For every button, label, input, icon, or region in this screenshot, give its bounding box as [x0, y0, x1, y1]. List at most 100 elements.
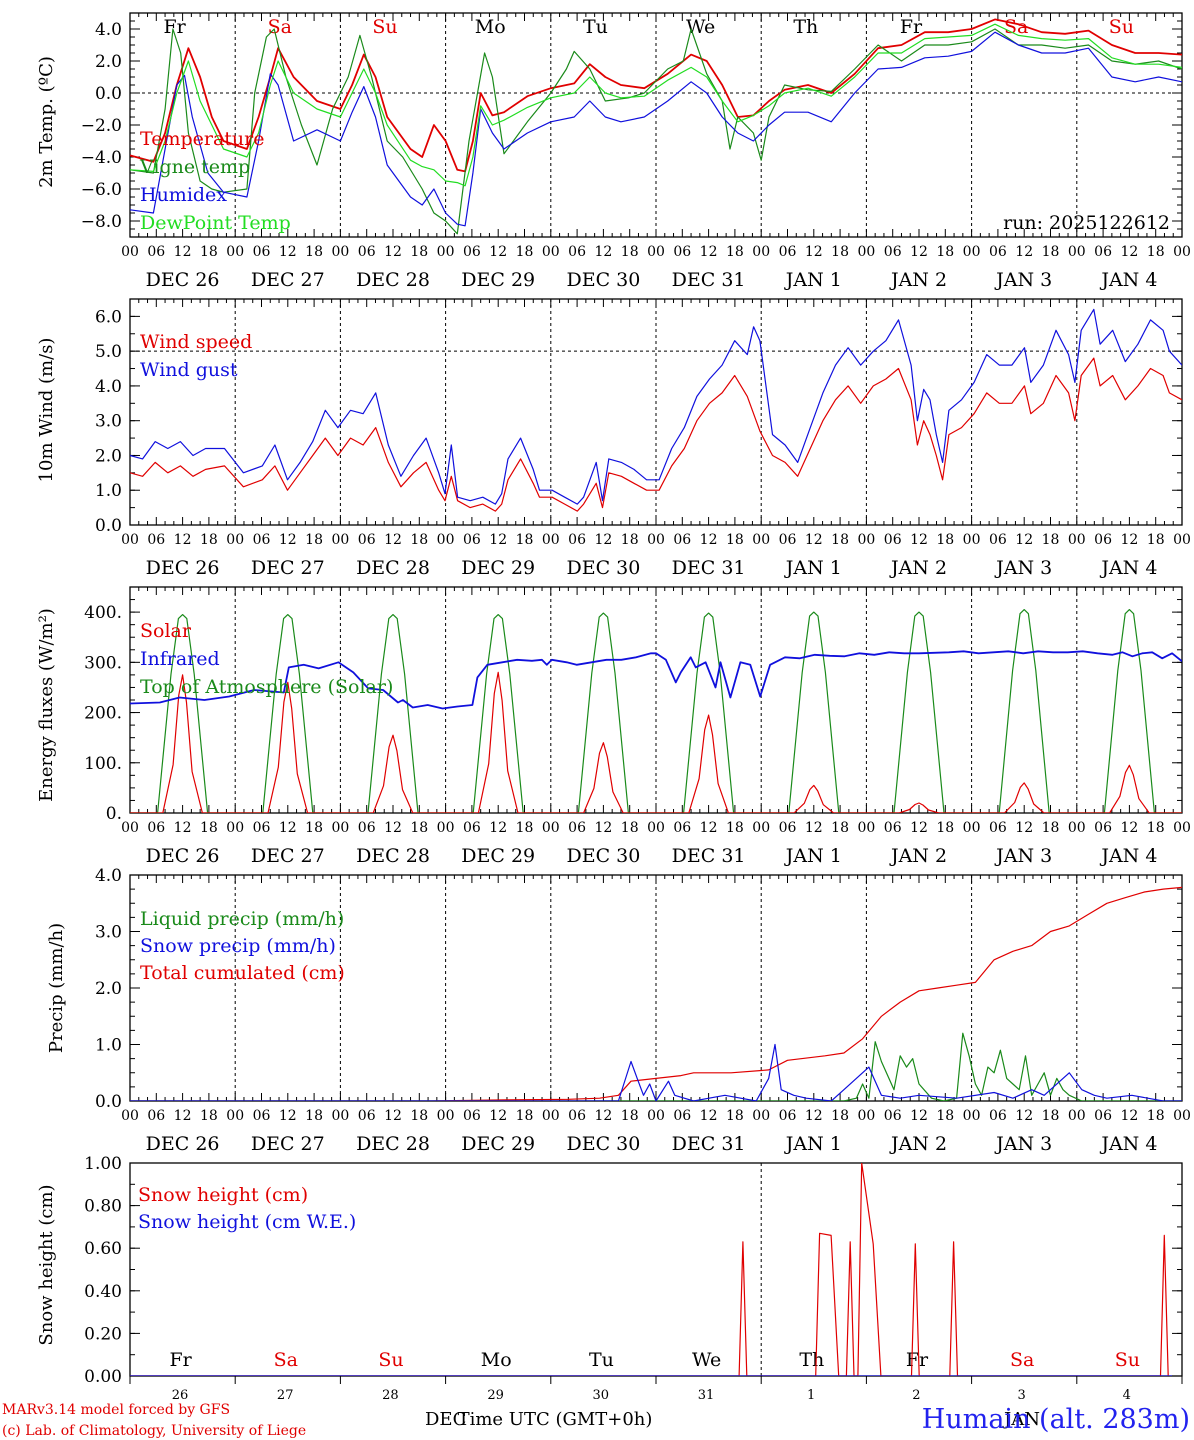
precip-day-label: DEC 27 — [251, 1133, 325, 1155]
precip-day-label: DEC 30 — [566, 1133, 640, 1155]
precip-day-label: DEC 31 — [672, 1133, 746, 1155]
temp-legend-humidex: Humidex — [140, 184, 227, 206]
temp-weekday-7: Fr — [900, 16, 923, 38]
temp-ytick-label: 0.0 — [95, 84, 122, 104]
temp-day-label: DEC 29 — [461, 269, 535, 291]
wind-day-label: DEC 29 — [461, 557, 535, 579]
temp-hour-label: 06 — [147, 244, 165, 260]
temp-day-label: JAN 2 — [889, 269, 947, 291]
wind-series-wind-speed — [130, 357, 1182, 512]
energy-ytick-label: 100. — [84, 754, 122, 774]
wind-hour-label: 00 — [226, 532, 244, 548]
wind-series-wind-gust — [130, 308, 1182, 505]
temp-hour-label: 06 — [358, 244, 376, 260]
wind-ytick-label: 2.0 — [95, 446, 122, 466]
temp-weekday-2: Su — [372, 16, 397, 38]
temp-hour-label: 18 — [305, 244, 323, 260]
wind-day-label: JAN 1 — [784, 557, 842, 579]
precip-ytick-label: 4.0 — [95, 866, 122, 886]
energy-hour-label: 06 — [463, 820, 481, 836]
precip-hour-label: 00 — [226, 1108, 244, 1124]
wind-hour-label: 12 — [910, 532, 928, 548]
energy-day-label: JAN 1 — [784, 845, 842, 867]
precip-hour-label: 00 — [647, 1108, 665, 1124]
precip-hour-label: 06 — [1094, 1108, 1112, 1124]
wind-hour-label: 06 — [779, 532, 797, 548]
wind-hour-label: 12 — [279, 532, 297, 548]
precip-hour-label: 12 — [594, 1108, 612, 1124]
precip-hour-label: 00 — [1068, 1108, 1086, 1124]
temp-hour-label: 18 — [1147, 244, 1165, 260]
energy-hour-label: 18 — [200, 820, 218, 836]
energy-hour-label: 18 — [621, 820, 639, 836]
temp-day-label: DEC 31 — [672, 269, 746, 291]
precip-hour-label: 18 — [410, 1108, 428, 1124]
wind-hour-label: 18 — [1042, 532, 1060, 548]
wind-hour-label: 00 — [121, 532, 139, 548]
wind-hour-label: 18 — [516, 532, 534, 548]
energy-hour-label: 06 — [989, 820, 1007, 836]
precip-hour-label: 18 — [516, 1108, 534, 1124]
energy-hour-label: 00 — [1068, 820, 1086, 836]
precip-hour-label: 18 — [305, 1108, 323, 1124]
energy-day-label: DEC 27 — [251, 845, 325, 867]
energy-ytick-label: 200. — [84, 704, 122, 724]
precip-hour-label: 12 — [489, 1108, 507, 1124]
precip-hour-label: 18 — [1042, 1108, 1060, 1124]
snow-weekday-2: Su — [378, 1349, 403, 1371]
wind-hour-label: 06 — [989, 532, 1007, 548]
temp-day-label: JAN 4 — [1099, 269, 1157, 291]
wind-ytick-label: 4.0 — [95, 377, 122, 397]
temp-ytick-label: −2.0 — [81, 116, 122, 136]
precip-day-label: DEC 29 — [461, 1133, 535, 1155]
temp-series-vigne-temp — [130, 28, 1182, 235]
temp-ytick-label: 4.0 — [95, 20, 122, 40]
wind-legend-speed: Wind speed — [140, 331, 252, 353]
temp-day-label: DEC 27 — [251, 269, 325, 291]
snow-weekday-6: Th — [799, 1349, 824, 1371]
temp-hour-label: 12 — [1120, 244, 1138, 260]
temp-series-humidex — [130, 31, 1182, 227]
wind-hour-label: 00 — [1173, 532, 1191, 548]
wind-hour-label: 18 — [936, 532, 954, 548]
energy-hour-label: 00 — [752, 820, 770, 836]
energy-hour-label: 06 — [779, 820, 797, 836]
temp-weekday-1: Sa — [268, 16, 292, 38]
temp-hour-label: 12 — [700, 244, 718, 260]
temp-hour-label: 06 — [1094, 244, 1112, 260]
wind-hour-label: 12 — [174, 532, 192, 548]
snow-ytick-label: 0.00 — [84, 1367, 122, 1387]
precip-hour-label: 06 — [568, 1108, 586, 1124]
energy-hour-label: 12 — [700, 820, 718, 836]
temp-day-label: DEC 28 — [356, 269, 430, 291]
wind-hour-label: 18 — [831, 532, 849, 548]
wind-hour-label: 18 — [1147, 532, 1165, 548]
energy-hour-label: 06 — [147, 820, 165, 836]
energy-legend-toa: Top of Atmosphere (Solar) — [140, 676, 393, 698]
energy-hour-label: 12 — [910, 820, 928, 836]
wind-hour-label: 12 — [489, 532, 507, 548]
snow-day-number: 26 — [172, 1388, 189, 1403]
temp-hour-label: 12 — [489, 244, 507, 260]
energy-hour-label: 00 — [437, 820, 455, 836]
snow-legend-height: Snow height (cm) — [138, 1184, 308, 1206]
wind-hour-label: 06 — [568, 532, 586, 548]
panel-snow: 1.00 0.80 0.60 0.40 0.20 0.00 Fr Sa Su Mo Tu We Th Fr… — [84, 1154, 1183, 1403]
temp-hour-label: 06 — [253, 244, 271, 260]
precip-hour-label: 18 — [200, 1108, 218, 1124]
precip-hour-label: 12 — [384, 1108, 402, 1124]
wind-ytick-label: 3.0 — [95, 412, 122, 432]
precip-hour-label: 12 — [1015, 1108, 1033, 1124]
snow-ylabel: Snow height (cm) — [36, 1184, 57, 1345]
energy-day-label: DEC 30 — [566, 845, 640, 867]
temp-legend-temperature: Temperature — [140, 128, 264, 150]
precip-hour-label: 06 — [358, 1108, 376, 1124]
precip-day-label: JAN 2 — [889, 1133, 947, 1155]
energy-hour-label: 12 — [384, 820, 402, 836]
energy-hour-label: 12 — [489, 820, 507, 836]
energy-day-label: DEC 28 — [356, 845, 430, 867]
precip-hour-label: 18 — [831, 1108, 849, 1124]
wind-hour-label: 12 — [384, 532, 402, 548]
energy-day-label: JAN 2 — [889, 845, 947, 867]
